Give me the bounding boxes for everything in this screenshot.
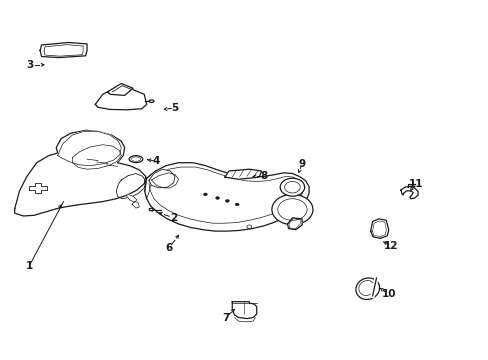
Polygon shape xyxy=(224,169,261,179)
Polygon shape xyxy=(72,145,121,169)
Polygon shape xyxy=(370,219,388,238)
Circle shape xyxy=(271,194,312,225)
Text: 1: 1 xyxy=(26,261,33,271)
Circle shape xyxy=(203,193,207,196)
Circle shape xyxy=(215,197,219,199)
Text: 3: 3 xyxy=(27,60,34,70)
Text: 7: 7 xyxy=(222,312,229,323)
Text: 12: 12 xyxy=(383,240,398,251)
Polygon shape xyxy=(116,174,145,199)
Polygon shape xyxy=(40,42,87,58)
Polygon shape xyxy=(58,131,121,166)
Polygon shape xyxy=(151,173,178,188)
Text: 11: 11 xyxy=(407,179,422,189)
Polygon shape xyxy=(400,186,417,199)
Polygon shape xyxy=(232,302,256,319)
Ellipse shape xyxy=(149,100,154,102)
Polygon shape xyxy=(29,183,47,193)
Circle shape xyxy=(280,178,304,196)
Polygon shape xyxy=(149,169,175,188)
Circle shape xyxy=(235,203,239,206)
Polygon shape xyxy=(144,163,308,231)
Ellipse shape xyxy=(129,156,142,162)
Text: 6: 6 xyxy=(165,243,172,253)
Text: 8: 8 xyxy=(260,171,267,181)
Polygon shape xyxy=(287,218,302,230)
Polygon shape xyxy=(132,202,139,208)
Text: 4: 4 xyxy=(152,156,160,166)
Polygon shape xyxy=(126,194,137,202)
Text: 9: 9 xyxy=(298,159,305,169)
Polygon shape xyxy=(95,88,146,110)
Ellipse shape xyxy=(355,278,379,300)
Polygon shape xyxy=(107,84,133,95)
Ellipse shape xyxy=(149,208,154,211)
Text: 2: 2 xyxy=(170,213,177,223)
Circle shape xyxy=(225,199,229,202)
Text: 5: 5 xyxy=(171,103,178,113)
Polygon shape xyxy=(15,130,145,216)
Text: 10: 10 xyxy=(381,289,395,300)
